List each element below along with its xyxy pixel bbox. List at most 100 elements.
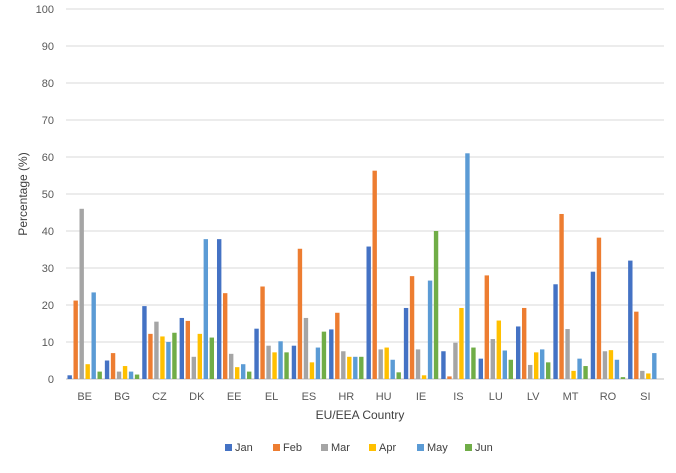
bar-mar-ro bbox=[602, 351, 608, 379]
bar-mar-hr bbox=[341, 351, 346, 379]
bar-jan-es bbox=[291, 345, 297, 379]
x-tick-label: EE bbox=[227, 391, 242, 403]
x-tick-label: RO bbox=[600, 391, 617, 403]
y-tick-label: 10 bbox=[42, 337, 54, 349]
legend-swatch bbox=[465, 444, 472, 451]
bar-feb-mt bbox=[559, 213, 564, 379]
bar-feb-ee bbox=[222, 293, 228, 379]
legend-label: Jun bbox=[475, 442, 493, 454]
bar-apr-es bbox=[309, 362, 315, 379]
legend-label: Mar bbox=[331, 442, 350, 454]
legend: Jan Feb Mar Apr May Jun bbox=[225, 442, 493, 454]
y-tick-label: 90 bbox=[42, 41, 54, 53]
bar-apr-hu bbox=[384, 347, 389, 379]
bar-jun-lu bbox=[508, 359, 514, 379]
x-tick-label: LU bbox=[489, 391, 503, 403]
bar-mar-hu bbox=[378, 349, 383, 379]
legend-label: Feb bbox=[283, 442, 302, 454]
bar-feb-is bbox=[447, 376, 452, 379]
x-tick-label: HU bbox=[376, 391, 392, 403]
bar-mar-mt bbox=[565, 329, 570, 379]
bar-feb-dk bbox=[185, 320, 191, 379]
legend-swatch bbox=[417, 444, 424, 451]
bar-may-dk bbox=[203, 239, 209, 379]
x-tick-label: BE bbox=[77, 391, 92, 403]
legend-item: Jun bbox=[465, 442, 493, 454]
bar-jun-hr bbox=[359, 356, 364, 379]
bar-jan-ro bbox=[590, 271, 596, 379]
bar-feb-ie bbox=[409, 276, 415, 379]
bar-feb-es bbox=[297, 248, 303, 379]
x-tick-label: IS bbox=[453, 391, 463, 403]
bar-may-ro bbox=[614, 359, 620, 379]
x-tick-label: CZ bbox=[152, 391, 167, 403]
legend-swatch bbox=[369, 444, 376, 451]
bar-feb-ro bbox=[596, 237, 602, 379]
legend-swatch bbox=[273, 444, 280, 451]
legend-item: Feb bbox=[273, 442, 302, 454]
bar-jun-bg bbox=[134, 374, 140, 379]
bar-may-bg bbox=[128, 371, 134, 379]
bar-may-is bbox=[465, 153, 470, 379]
bar-jan-mt bbox=[553, 284, 558, 379]
bar-jan-be bbox=[67, 375, 72, 379]
y-axis-title: Percentage (%) bbox=[16, 152, 30, 235]
bar-jun-mt bbox=[583, 366, 588, 379]
bar-feb-si bbox=[634, 311, 639, 379]
bar-feb-hr bbox=[335, 312, 340, 379]
bar-jan-bg bbox=[104, 360, 110, 379]
x-tick-label: HR bbox=[338, 391, 354, 403]
bar-feb-bg bbox=[110, 353, 116, 379]
bar-may-lu bbox=[502, 350, 508, 379]
bar-mar-lv bbox=[527, 364, 533, 379]
bar-apr-is bbox=[459, 307, 464, 379]
bar-apr-lv bbox=[533, 352, 539, 379]
bar-jan-ee bbox=[216, 239, 222, 379]
bar-jun-hu bbox=[396, 372, 401, 379]
bar-jun-be bbox=[97, 371, 102, 379]
bar-mar-be bbox=[79, 208, 84, 379]
y-tick-label: 50 bbox=[42, 189, 54, 201]
y-tick-label: 30 bbox=[42, 263, 54, 275]
bar-may-es bbox=[315, 347, 321, 379]
bar-apr-lu bbox=[496, 320, 502, 379]
legend-item: Apr bbox=[369, 442, 396, 454]
bar-jun-ro bbox=[620, 377, 626, 379]
legend-label: May bbox=[427, 442, 448, 454]
bar-may-hu bbox=[390, 359, 395, 379]
x-tick-label: MT bbox=[563, 391, 579, 403]
bar-jan-is bbox=[441, 351, 446, 379]
legend-item: Jan bbox=[225, 442, 253, 454]
bar-jan-lu bbox=[478, 358, 484, 379]
bar-mar-ie bbox=[415, 349, 421, 379]
bar-may-cz bbox=[166, 342, 171, 379]
y-tick-labels: 0 10 20 30 40 50 60 70 80 90 100 bbox=[36, 4, 54, 386]
bar-apr-mt bbox=[571, 370, 576, 379]
bar-jan-si bbox=[628, 260, 633, 379]
bar-jan-dk bbox=[179, 317, 185, 379]
bar-jan-hu bbox=[366, 246, 371, 379]
bar-jan-lv bbox=[515, 326, 521, 379]
x-tick-label: EL bbox=[265, 391, 278, 403]
bar-feb-hu bbox=[372, 170, 377, 379]
bars bbox=[67, 153, 657, 379]
bar-mar-is bbox=[453, 342, 458, 379]
y-tick-label: 70 bbox=[42, 115, 54, 127]
bar-apr-el bbox=[272, 352, 277, 379]
bar-apr-dk bbox=[197, 333, 203, 379]
y-tick-label: 60 bbox=[42, 152, 54, 164]
legend-label: Jan bbox=[235, 442, 253, 454]
bar-apr-ie bbox=[421, 375, 427, 379]
bar-feb-be bbox=[73, 300, 78, 379]
bar-jun-dk bbox=[209, 337, 215, 379]
legend-item: May bbox=[417, 442, 448, 454]
bar-mar-si bbox=[640, 370, 645, 379]
x-tick-label: SI bbox=[640, 391, 650, 403]
y-tick-label: 40 bbox=[42, 226, 54, 238]
bar-mar-es bbox=[303, 317, 309, 379]
bar-feb-el bbox=[260, 286, 265, 379]
bar-feb-lv bbox=[521, 307, 527, 379]
bar-apr-ee bbox=[234, 367, 240, 379]
bar-may-ee bbox=[240, 364, 246, 379]
